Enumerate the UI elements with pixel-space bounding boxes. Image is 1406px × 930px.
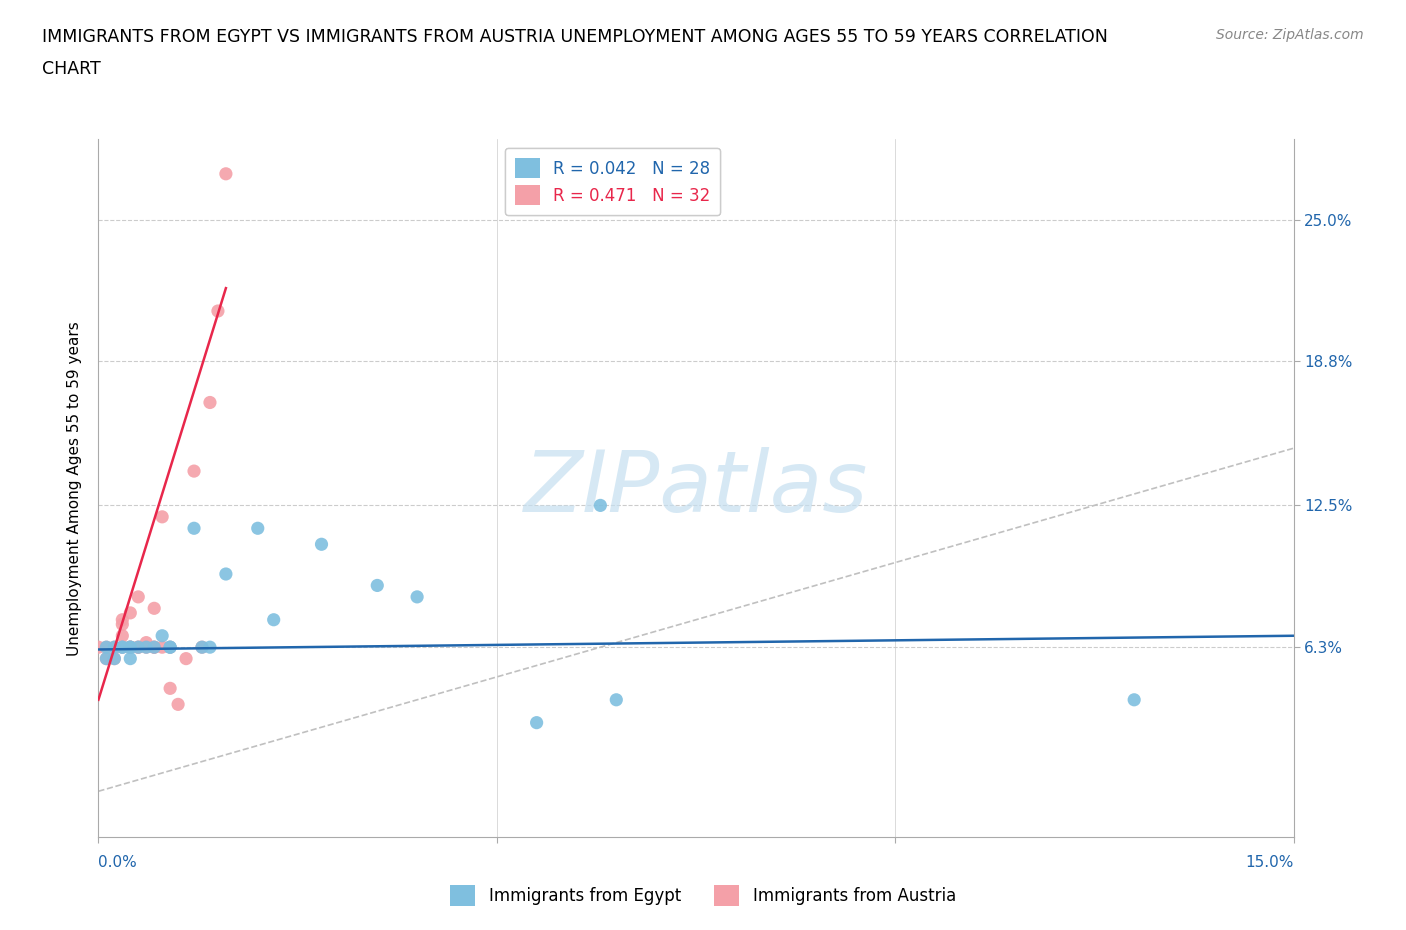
Point [526, 715, 548, 730]
Point [103, 651, 125, 666]
Point [120, 640, 142, 655]
Point [135, 640, 157, 655]
Point [150, 629, 173, 644]
Point [120, 651, 142, 666]
Point [263, 612, 285, 627]
Point [406, 590, 429, 604]
Point [215, 566, 238, 581]
Point [159, 640, 181, 655]
Point [183, 464, 205, 479]
Point [191, 640, 214, 655]
Point [311, 537, 333, 551]
Point [191, 640, 214, 655]
Point [96, 640, 118, 655]
Point [143, 640, 166, 655]
Point [120, 640, 142, 655]
Point [111, 617, 134, 631]
Point [96, 640, 118, 655]
Point [183, 521, 205, 536]
Text: ZIPatlas: ZIPatlas [524, 446, 868, 530]
Point [143, 640, 166, 655]
Point [150, 640, 173, 655]
Point [120, 640, 142, 655]
Point [159, 681, 181, 696]
Point [135, 640, 157, 655]
Point [159, 640, 181, 655]
Point [198, 640, 221, 655]
Text: 15.0%: 15.0% [1246, 856, 1294, 870]
Point [366, 578, 388, 593]
Text: 0.0%: 0.0% [98, 856, 138, 870]
Point [246, 521, 269, 536]
Point [87, 640, 110, 655]
Point [120, 605, 142, 620]
Point [111, 640, 134, 655]
Point [215, 166, 238, 181]
Point [605, 692, 627, 707]
Point [207, 303, 229, 318]
Y-axis label: Unemployment Among Ages 55 to 59 years: Unemployment Among Ages 55 to 59 years [67, 321, 83, 656]
Point [111, 640, 134, 655]
Point [159, 640, 181, 655]
Point [103, 651, 125, 666]
Point [150, 510, 173, 525]
Point [198, 395, 221, 410]
Text: Source: ZipAtlas.com: Source: ZipAtlas.com [1216, 28, 1364, 42]
Point [167, 697, 190, 711]
Point [127, 640, 149, 655]
Point [103, 640, 125, 655]
Text: IMMIGRANTS FROM EGYPT VS IMMIGRANTS FROM AUSTRIA UNEMPLOYMENT AMONG AGES 55 TO 5: IMMIGRANTS FROM EGYPT VS IMMIGRANTS FROM… [42, 28, 1108, 46]
Point [111, 629, 134, 644]
Point [103, 640, 125, 655]
Point [96, 651, 118, 666]
Point [96, 651, 118, 666]
Point [127, 590, 149, 604]
Point [143, 601, 166, 616]
Point [127, 640, 149, 655]
Point [1123, 692, 1146, 707]
Point [589, 498, 612, 512]
Legend: R = 0.042   N = 28, R = 0.471   N = 32: R = 0.042 N = 28, R = 0.471 N = 32 [505, 148, 720, 215]
Legend: Immigrants from Egypt, Immigrants from Austria: Immigrants from Egypt, Immigrants from A… [443, 879, 963, 912]
Point [143, 640, 166, 655]
Point [174, 651, 197, 666]
Point [111, 640, 134, 655]
Point [111, 612, 134, 627]
Point [120, 640, 142, 655]
Text: CHART: CHART [42, 60, 101, 78]
Point [120, 640, 142, 655]
Point [135, 635, 157, 650]
Point [127, 640, 149, 655]
